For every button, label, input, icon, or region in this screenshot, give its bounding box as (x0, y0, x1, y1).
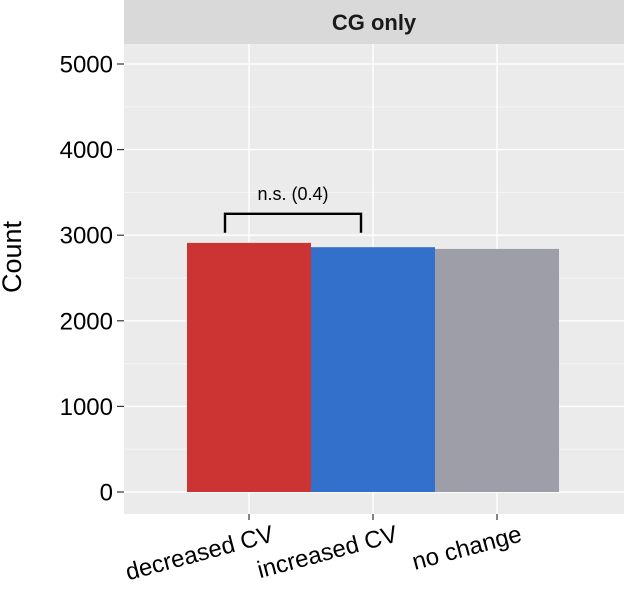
bars (187, 242, 559, 492)
x-tick-label: no change (409, 521, 524, 576)
y-tick-label: 1000 (60, 394, 113, 421)
bar-no-change (435, 248, 559, 492)
bar-decreased-cv (187, 242, 311, 492)
y-tick-label: 3000 (60, 223, 113, 250)
significance-label: n.s. (0.4) (257, 184, 328, 204)
facet-title: CG only (332, 10, 417, 35)
x-tick-label: increased CV (254, 521, 400, 584)
y-axis-title: Count (0, 220, 27, 293)
significance-annotation: n.s. (0.4) (223, 184, 363, 233)
y-axis: 0 1000 2000 3000 4000 5000 (60, 52, 124, 507)
y-tick-label: 2000 (60, 308, 113, 335)
y-tick-label: 5000 (60, 52, 113, 79)
significance-bracket (223, 212, 363, 233)
y-tick-label: 4000 (60, 137, 113, 164)
facet-strip (124, 0, 624, 44)
bar-increased-cv (311, 247, 435, 492)
x-tick-label: decreased CV (123, 521, 277, 586)
y-tick-label: 0 (100, 480, 113, 507)
